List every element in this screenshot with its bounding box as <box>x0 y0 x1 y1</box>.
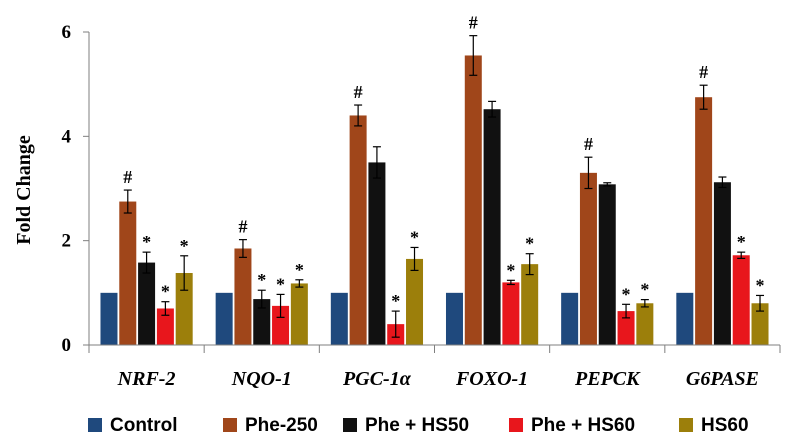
bar-group: # * * <box>445 13 539 345</box>
y-tick-label: 6 <box>62 22 72 43</box>
y-axis-ticks: 0 2 4 6 <box>62 22 89 356</box>
significance-mark: * <box>257 270 266 290</box>
significance-mark: # <box>123 167 132 187</box>
significance-mark: * <box>142 232 151 252</box>
bar-group: # * * * <box>215 217 308 345</box>
bar <box>617 311 635 345</box>
x-category-label: PEPCK <box>574 368 641 390</box>
bar <box>253 299 271 345</box>
x-category-label: NRF-2 <box>117 368 176 390</box>
x-category-label: G6PASE <box>686 368 759 390</box>
bar <box>676 292 694 345</box>
legend-label: Phe + HS60 <box>531 415 635 436</box>
bar <box>290 283 308 345</box>
significance-mark: * <box>737 232 746 252</box>
legend-swatch <box>343 418 357 432</box>
legend-item: Phe + HS60 <box>509 415 635 436</box>
bar <box>215 292 233 345</box>
bar <box>502 282 520 345</box>
bar <box>483 109 501 345</box>
bar <box>561 292 579 345</box>
bar <box>368 162 386 345</box>
significance-mark: * <box>622 284 631 304</box>
bar <box>272 305 290 345</box>
significance-mark: * <box>161 282 170 302</box>
bar <box>598 184 616 345</box>
bar <box>156 308 174 345</box>
legend-item: Phe + HS50 <box>343 415 469 436</box>
axes <box>88 32 781 353</box>
legend-item: HS60 <box>679 415 749 436</box>
bar <box>579 172 597 345</box>
bar <box>349 115 367 345</box>
x-category-label: NQO-1 <box>231 368 292 390</box>
significance-mark: * <box>640 280 649 300</box>
bar <box>100 292 118 345</box>
significance-mark: * <box>295 260 304 280</box>
x-category-label: PGC-1α <box>342 368 412 390</box>
significance-mark: * <box>506 260 515 280</box>
significance-mark: * <box>410 227 419 247</box>
legend-item: Phe-250 <box>223 415 318 436</box>
significance-mark: * <box>180 236 189 256</box>
bar-group: # * * <box>676 62 769 345</box>
legend-label: HS60 <box>701 415 749 436</box>
legend: Control Phe-250 Phe + HS50 Phe + HS60 HS60 <box>88 415 749 436</box>
bar <box>234 248 252 345</box>
bar-group: # * * <box>330 82 424 345</box>
legend-swatch <box>88 418 102 432</box>
bar <box>464 55 482 345</box>
legend-label: Phe + HS50 <box>365 415 469 436</box>
bar-groups: # * * * # * * * # * * # * * # * * # * * <box>100 13 769 345</box>
y-tick-label: 2 <box>62 231 72 252</box>
legend-swatch <box>679 418 693 432</box>
significance-mark: * <box>525 234 534 254</box>
x-category-label: FOXO-1 <box>455 368 528 390</box>
y-axis-title: Fold Change <box>13 135 35 245</box>
bar <box>713 182 731 345</box>
bar-group: # * * <box>561 134 654 345</box>
legend-swatch <box>223 418 237 432</box>
legend-label: Control <box>110 415 178 436</box>
bar <box>406 258 424 345</box>
bar <box>521 264 539 345</box>
legend-item: Control <box>88 415 178 436</box>
bar <box>138 262 156 345</box>
significance-mark: # <box>584 134 593 154</box>
significance-mark: # <box>469 13 478 33</box>
legend-swatch <box>509 418 523 432</box>
significance-mark: * <box>276 274 285 294</box>
bar <box>445 292 463 345</box>
legend-label: Phe-250 <box>245 415 318 436</box>
significance-mark: # <box>699 62 708 82</box>
bar <box>119 201 137 345</box>
bar-group: # * * * <box>100 167 193 345</box>
bar <box>636 303 654 345</box>
bar <box>732 255 750 345</box>
y-tick-label: 4 <box>62 126 72 147</box>
significance-mark: * <box>391 291 400 311</box>
significance-mark: # <box>354 82 363 102</box>
bar <box>751 303 769 345</box>
bar <box>330 292 348 345</box>
x-axis-labels: NRF-2 NQO-1 PGC-1α FOXO-1 PEPCK G6PASE <box>117 368 759 390</box>
significance-mark: * <box>756 275 765 295</box>
bar <box>695 97 713 345</box>
y-tick-label: 0 <box>62 335 72 356</box>
bar <box>175 273 193 345</box>
significance-mark: # <box>238 217 247 237</box>
